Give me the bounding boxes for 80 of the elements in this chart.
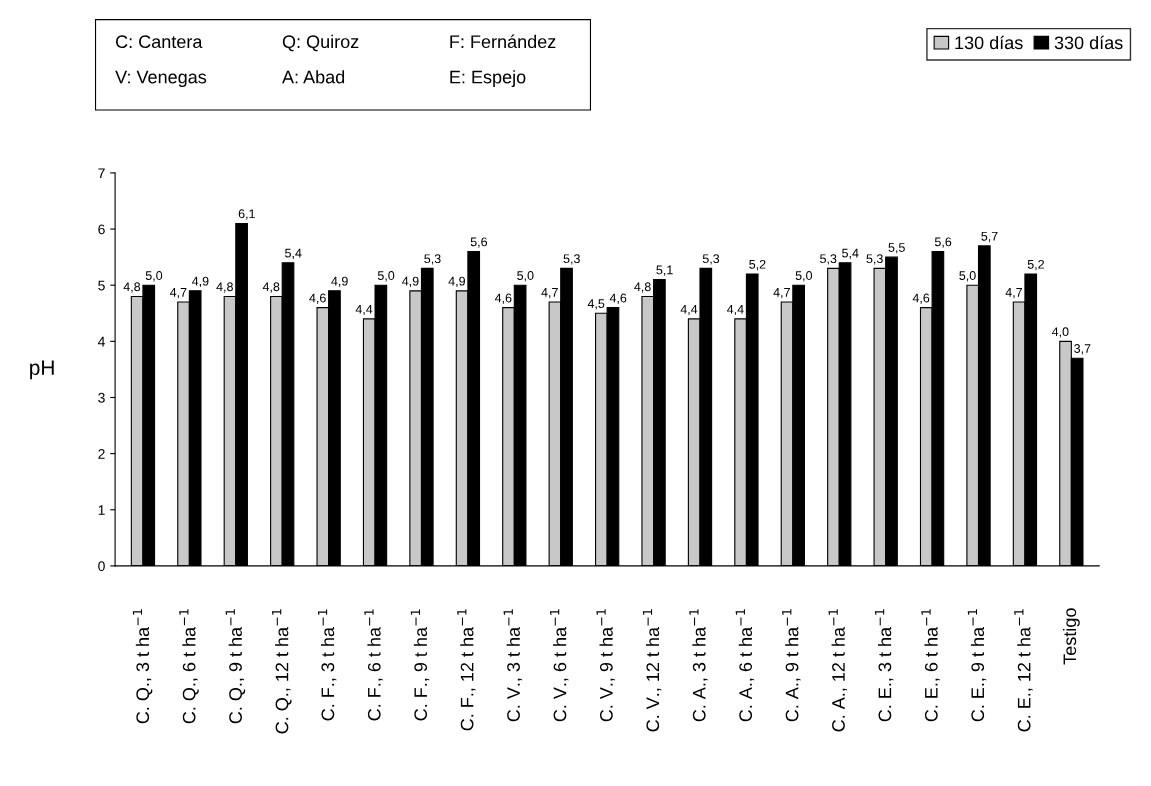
data-label: 5,7 [981,231,998,243]
data-label: 5,6 [934,237,952,248]
y-tick-label: 4 [97,336,105,347]
y-tick-label: 5 [98,280,105,291]
x-tick-label: C. F., 3 t ha$^{−1}$ [317,609,337,721]
data-label: 5,5 [888,243,905,254]
data-label: 5,4 [285,248,302,259]
data-label: 4,6 [912,293,930,304]
data-label: 4,7 [169,288,187,299]
data-label: 4,8 [216,282,233,293]
x-tick-label: C. A., 9 t ha$^{−1}$ [782,609,801,722]
x-tick-label: C. Q., 12 t ha$^{−1}$ [272,609,292,734]
text: F: Fernández [450,34,556,49]
x-tick-label: C. F., 12 t ha$^{−1}$ [457,609,476,731]
data-label: 4,6 [494,293,512,304]
data-label: 5,1 [656,265,673,276]
x-tick-label: C. Q., 3 t ha$^{−1}$ [132,609,153,724]
legend-label: 130 días [955,35,1023,50]
x-tick-label: C. V., 6 t ha$^{−1}$ [550,609,569,722]
data-label: 3,7 [1074,344,1091,355]
x-tick-label: C. A., 12 t ha$^{−1}$ [828,609,847,732]
y-tick-label: 7 [98,168,105,178]
y-tick-label: 0 [98,561,105,572]
data-label: 5,3 [866,254,883,265]
data-label: 4,7 [541,288,558,299]
data-label: 4,7 [1005,288,1022,299]
data-label: 5,4 [842,248,859,259]
data-label: 5,3 [424,254,441,265]
data-label: 4,9 [448,276,465,288]
x-tick-label: C. V., 12 t ha$^{−1}$ [642,609,662,732]
data-label: 5,0 [377,271,395,282]
data-label: 5,0 [795,271,813,282]
x-tick-label: C. E., 3 t ha$^{−1}$ [874,609,894,722]
y-tick-label: 3 [98,392,105,403]
x-tick-label: Testigo [1062,608,1080,665]
data-label: 4,4 [355,304,373,316]
x-tick-label: C. A., 6 t ha$^{−1}$ [735,609,755,722]
data-label: 4,5 [587,299,605,310]
data-label: 6,1 [238,209,255,220]
x-tick-label: C. A., 3 t ha$^{−1}$ [689,609,708,722]
x-tick-label: C. Q., 9 t ha$^{−1}$ [225,609,246,724]
x-tick-label: C. V., 3 t ha$^{−1}$ [503,609,523,722]
x-tick-label: C. Q., 6 t ha$^{−1}$ [179,609,199,724]
data-label: 5,0 [959,271,976,282]
x-tick-label: C. V., 9 t ha$^{−1}$ [596,609,615,722]
x-tick-label: C. E., 12 t ha$^{−1}$ [1014,609,1033,732]
y-tick-label: 1 [98,505,105,515]
text: Q: Quiroz [282,34,359,52]
data-label: 4,6 [309,293,326,304]
data-label: 4,8 [123,282,141,293]
data-label: 5,3 [702,254,720,265]
data-label: 5,6 [470,237,488,248]
data-label: 4,9 [191,276,209,288]
data-label: 4,8 [634,282,651,293]
x-tick-label: C. F., 9 t ha$^{−1}$ [410,609,430,721]
data-label: 5,3 [563,254,580,265]
data-label: 4,4 [680,304,698,316]
data-label: 4,7 [773,288,790,299]
data-label: 4,4 [727,304,744,316]
data-label: 5,2 [1027,259,1044,271]
text: C: Cantera [116,35,203,49]
data-label: 4,8 [262,282,280,293]
data-label: 4,9 [331,276,348,288]
x-tick-label: C. E., 6 t ha$^{−1}$ [921,609,940,722]
y-tick-label: 6 [98,224,105,235]
data-label: 5,2 [749,259,766,271]
text: V: Venegas [115,70,207,88]
text: A: Abad [282,70,345,84]
data-label: 5,0 [145,271,163,282]
x-tick-label: C. E., 9 t ha$^{−1}$ [967,609,987,722]
x-tick-label: C. F., 6 t ha$^{−1}$ [364,609,383,721]
data-label: 5,3 [820,254,837,265]
text: E: Espejo [450,70,526,88]
y-tick-label: 2 [98,448,105,459]
y-axis-title: pH [30,360,54,380]
data-label: 5,0 [517,271,534,282]
data-label: 4,6 [609,293,627,304]
data-label: 4,0 [1051,327,1069,338]
legend-label: 330 días [1054,35,1123,50]
data-label: 4,9 [402,276,419,288]
